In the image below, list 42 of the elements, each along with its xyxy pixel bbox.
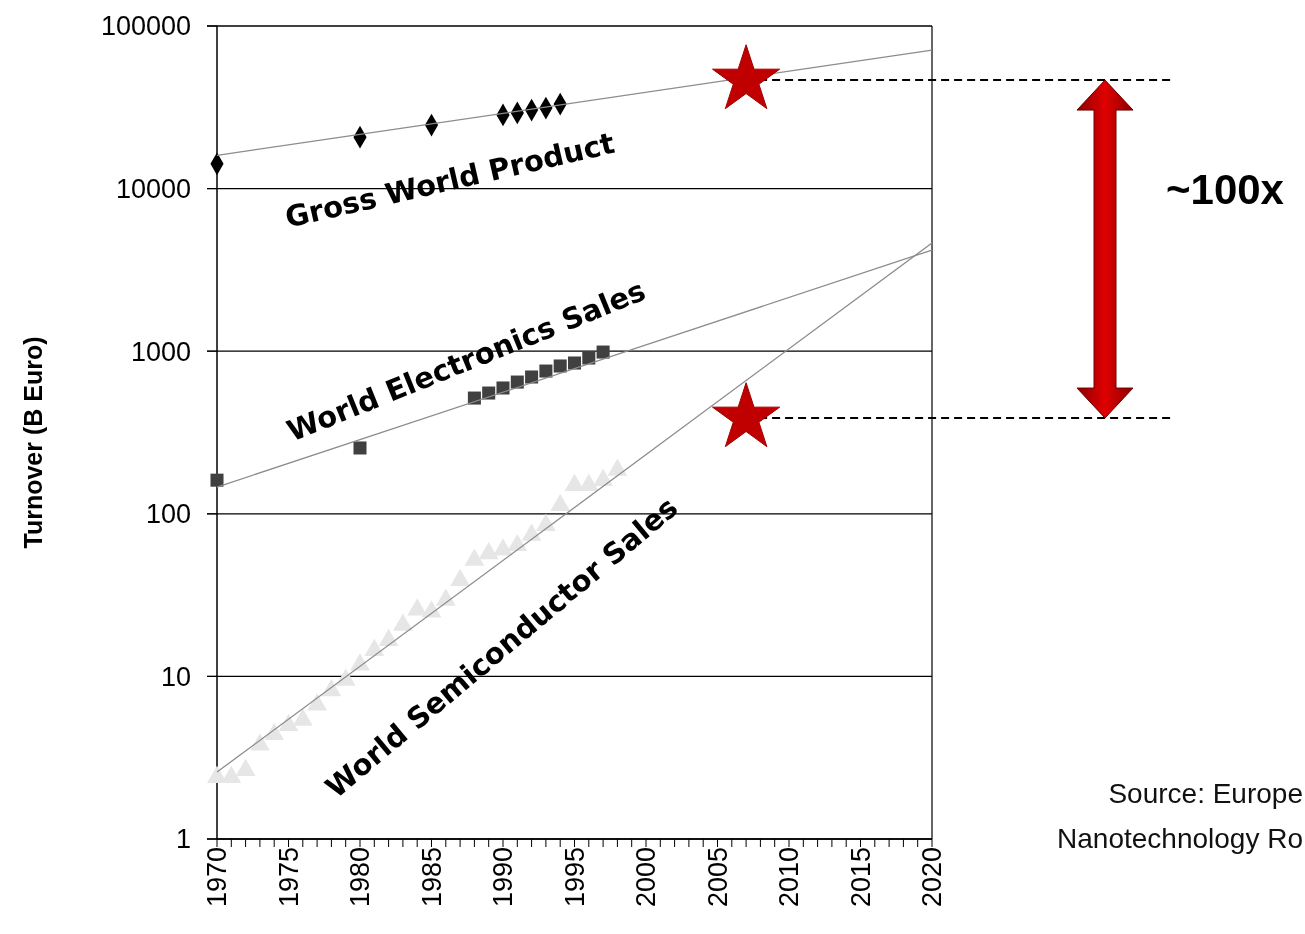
x-tick-label: 2015 xyxy=(845,847,876,908)
text: Nanotechnology Ro xyxy=(1057,823,1303,854)
point xyxy=(378,628,399,646)
text: ~100x xyxy=(1166,165,1285,213)
point xyxy=(364,638,385,656)
point xyxy=(235,758,256,776)
x-tick-label: 1985 xyxy=(416,847,447,908)
point xyxy=(582,351,596,365)
x-tick-label: 2000 xyxy=(631,847,662,908)
y-tick-label: 1 xyxy=(175,824,191,855)
point xyxy=(507,533,528,552)
x-tick-label: 1990 xyxy=(488,847,519,908)
point xyxy=(493,538,513,556)
x-tick-label: 1995 xyxy=(559,847,590,908)
point xyxy=(567,356,582,370)
point xyxy=(478,542,499,560)
y-tick-label: 10 xyxy=(160,661,191,692)
x-tick-label: 1980 xyxy=(345,847,376,908)
point xyxy=(353,441,367,455)
y-tick-label: 100000 xyxy=(100,11,191,42)
point xyxy=(593,468,614,486)
point xyxy=(292,708,313,726)
x-tick-label: 2005 xyxy=(702,847,733,908)
text: Gross World Product xyxy=(281,125,618,235)
y-tick-label: 10000 xyxy=(115,174,191,205)
x-tick-label: 2010 xyxy=(774,847,805,908)
point xyxy=(210,473,224,487)
point xyxy=(550,493,571,511)
y-tick-label: 100 xyxy=(145,499,191,530)
point xyxy=(221,765,242,783)
x-tick-label: 2020 xyxy=(917,847,948,908)
point xyxy=(596,345,610,359)
y-axis-title: Turnover (B Euro) xyxy=(19,336,47,549)
point xyxy=(535,513,556,531)
point xyxy=(521,523,542,541)
point xyxy=(712,382,781,448)
y-tick-label: 1000 xyxy=(130,336,191,367)
x-tick-label: 1970 xyxy=(202,847,233,908)
point xyxy=(278,713,299,732)
point xyxy=(607,458,628,476)
x-tick-label: 1975 xyxy=(273,847,304,908)
source-note: Source: Europe xyxy=(1108,778,1303,809)
